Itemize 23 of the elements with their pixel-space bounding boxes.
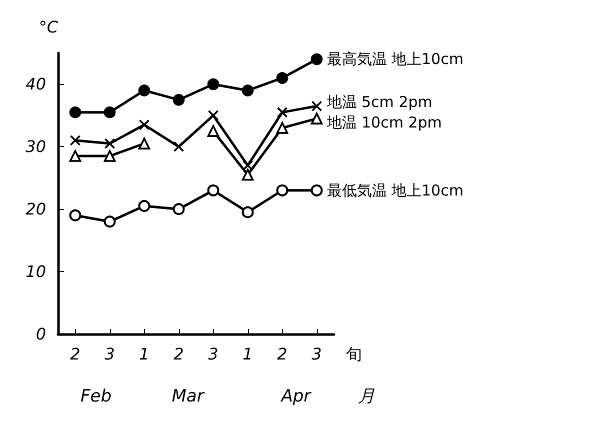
y-axis-title: °C xyxy=(38,18,59,36)
y-tick-label: 30 xyxy=(26,137,46,156)
series-label: 地温 5cm 2pm xyxy=(326,93,432,112)
x-tick-label: 2 xyxy=(70,344,80,364)
x-tick-label: 1 xyxy=(242,344,253,364)
x-tick-label: 2 xyxy=(277,344,288,364)
x-tick-label: 3 xyxy=(104,344,115,364)
y-tick-label: 0 xyxy=(36,324,46,344)
x-tick-label: 2 xyxy=(174,344,184,364)
series-label: 地温 10cm 2pm xyxy=(326,114,442,132)
x-tick-label: 3 xyxy=(208,344,218,364)
series-label: 最低気温 地上10cm xyxy=(326,181,464,200)
text: Feb xyxy=(80,386,112,406)
text: Apr xyxy=(280,386,312,406)
x-axis-title: 旬 xyxy=(346,344,362,364)
y-tick-label: 40 xyxy=(26,74,46,94)
series-label: 最高気温 地上10cm xyxy=(326,50,464,68)
x-tick-label: 1 xyxy=(139,344,150,364)
y-tick-label: 10 xyxy=(26,262,46,282)
text: 月 xyxy=(358,386,375,406)
x-tick-label: 3 xyxy=(312,344,322,364)
text: Mar xyxy=(172,386,205,406)
y-tick-label: 20 xyxy=(26,200,46,219)
